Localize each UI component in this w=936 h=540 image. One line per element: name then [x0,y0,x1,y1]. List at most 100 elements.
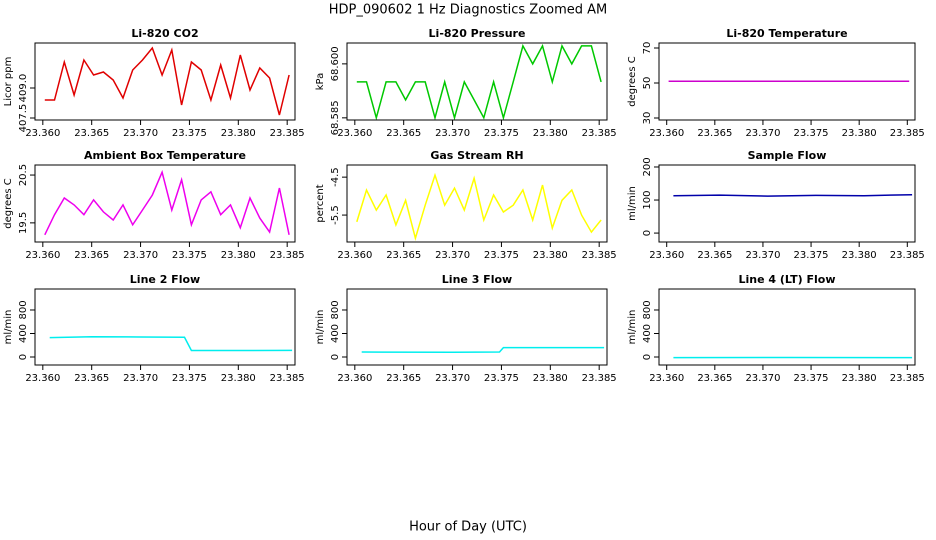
x-tick-label: 23.360 [25,250,60,261]
x-tick-label: 23.375 [172,373,207,384]
panel-title: Ambient Box Temperature [84,149,246,162]
x-tick-label: 23.385 [582,128,617,139]
y-tick-label: 19.5 [18,212,29,234]
y-tick-label: 70 [642,42,653,55]
x-tick-label: 23.380 [533,250,568,261]
x-tick-label: 23.375 [172,250,207,261]
x-tick-label: 23.370 [435,373,470,384]
x-tick-label: 23.370 [123,250,158,261]
x-tick-label: 23.370 [745,128,780,139]
x-tick-label: 23.385 [890,250,925,261]
y-tick-label: 800 [642,300,653,319]
data-line [356,172,602,242]
y-tick-label: 30 [642,112,653,125]
x-tick-label: 23.360 [25,128,60,139]
x-tick-label: 23.360 [649,373,684,384]
x-tick-label: 23.365 [74,128,109,139]
y-tick-label: 400 [18,324,29,343]
plot-frame [346,42,608,121]
data-line [361,346,605,354]
plot-frame [34,288,296,366]
data-line [44,169,290,236]
x-tick-label: 23.385 [582,373,617,384]
y-tick-label: 68.600 [330,46,341,81]
y-axis-label: percent [315,184,326,222]
x-tick-label: 23.360 [337,250,372,261]
y-tick-label: 100 [642,190,653,209]
x-tick-label: 23.365 [697,128,732,139]
y-axis-label: ml/min [315,310,326,345]
y-axis-label: ml/min [627,310,638,345]
panel-title: Line 4 (LT) Flow [739,273,836,286]
x-tick-label: 23.365 [74,373,109,384]
panel-title: Li-820 CO2 [131,27,198,40]
x-tick-label: 23.360 [337,128,372,139]
panel: Ambient Box Temperature degrees C 23.360 23… [3,149,305,261]
panel: Li-820 CO2 Licor ppm 23.360 23.365 23.370 23.… [3,27,305,139]
panel: Li-820 Temperature degrees C 23.360 23.365 2… [627,27,925,139]
x-tick-label: 23.365 [386,250,421,261]
x-tick-label: 23.385 [582,250,617,261]
plot-frame [346,164,608,243]
x-tick-label: 23.370 [123,128,158,139]
x-tick-label: 23.375 [484,250,519,261]
y-tick-label: 800 [18,300,29,319]
y-tick-label: 0 [330,354,341,360]
x-tick-label: 23.365 [386,128,421,139]
x-tick-label: 23.365 [697,373,732,384]
panel: Line 3 Flow ml/min 23.360 23.365 23.370 23.37… [315,273,617,384]
x-tick-label: 23.385 [270,250,305,261]
x-tick-label: 23.380 [221,128,256,139]
panel: Line 2 Flow ml/min 23.360 23.365 23.370 23.37… [3,273,305,384]
y-tick-label: 407.5 [18,104,29,133]
plot-frame [34,42,296,121]
y-tick-label: 0 [18,354,29,360]
panel: Line 4 (LT) Flow ml/min 23.360 23.365 23.370… [627,273,925,384]
x-tick-label: 23.375 [484,373,519,384]
x-tick-label: 23.360 [649,128,684,139]
plot-frame [658,164,916,243]
x-tick-label: 23.365 [697,250,732,261]
x-axis-label: Hour of Day (UTC) [409,520,527,535]
x-tick-label: 23.385 [890,373,925,384]
y-tick-label: 200 [642,157,653,176]
y-tick-label: 409.0 [18,74,29,103]
x-tick-label: 23.380 [842,250,877,261]
plot-frame [346,288,608,366]
x-tick-label: 23.385 [270,128,305,139]
x-tick-label: 23.380 [533,373,568,384]
y-axis-label: degrees C [627,56,638,106]
panel-title: Li-820 Pressure [429,27,526,40]
x-tick-label: 23.375 [794,373,829,384]
x-tick-label: 23.360 [337,373,372,384]
x-tick-label: 23.385 [890,128,925,139]
plot-frame [658,288,916,366]
x-tick-label: 23.370 [745,250,780,261]
y-axis-label: ml/min [627,186,638,221]
data-line [356,43,602,121]
y-tick-label: 400 [642,324,653,343]
x-tick-label: 23.360 [649,250,684,261]
panel: Gas Stream RH percent 23.360 23.365 23.370 23… [315,149,617,261]
data-line [44,46,290,116]
x-tick-label: 23.375 [794,250,829,261]
y-axis-label: ml/min [3,310,14,345]
y-tick-label: 50 [642,77,653,90]
x-tick-label: 23.375 [794,128,829,139]
x-tick-label: 23.380 [221,373,256,384]
y-axis-label: kPa [315,73,326,91]
x-tick-label: 23.365 [386,373,421,384]
y-tick-label: 800 [330,300,341,319]
y-tick-label: 400 [330,324,341,343]
x-tick-label: 23.370 [435,128,470,139]
data-line [49,335,293,352]
data-line [673,193,913,197]
y-tick-label: -4.5 [330,167,341,187]
y-axis-label: degrees C [3,178,14,228]
panel-title: Li-820 Temperature [726,27,847,40]
y-tick-label: 0 [642,354,653,360]
y-tick-label: -5.5 [330,205,341,225]
panel-title: Line 3 Flow [442,273,512,286]
